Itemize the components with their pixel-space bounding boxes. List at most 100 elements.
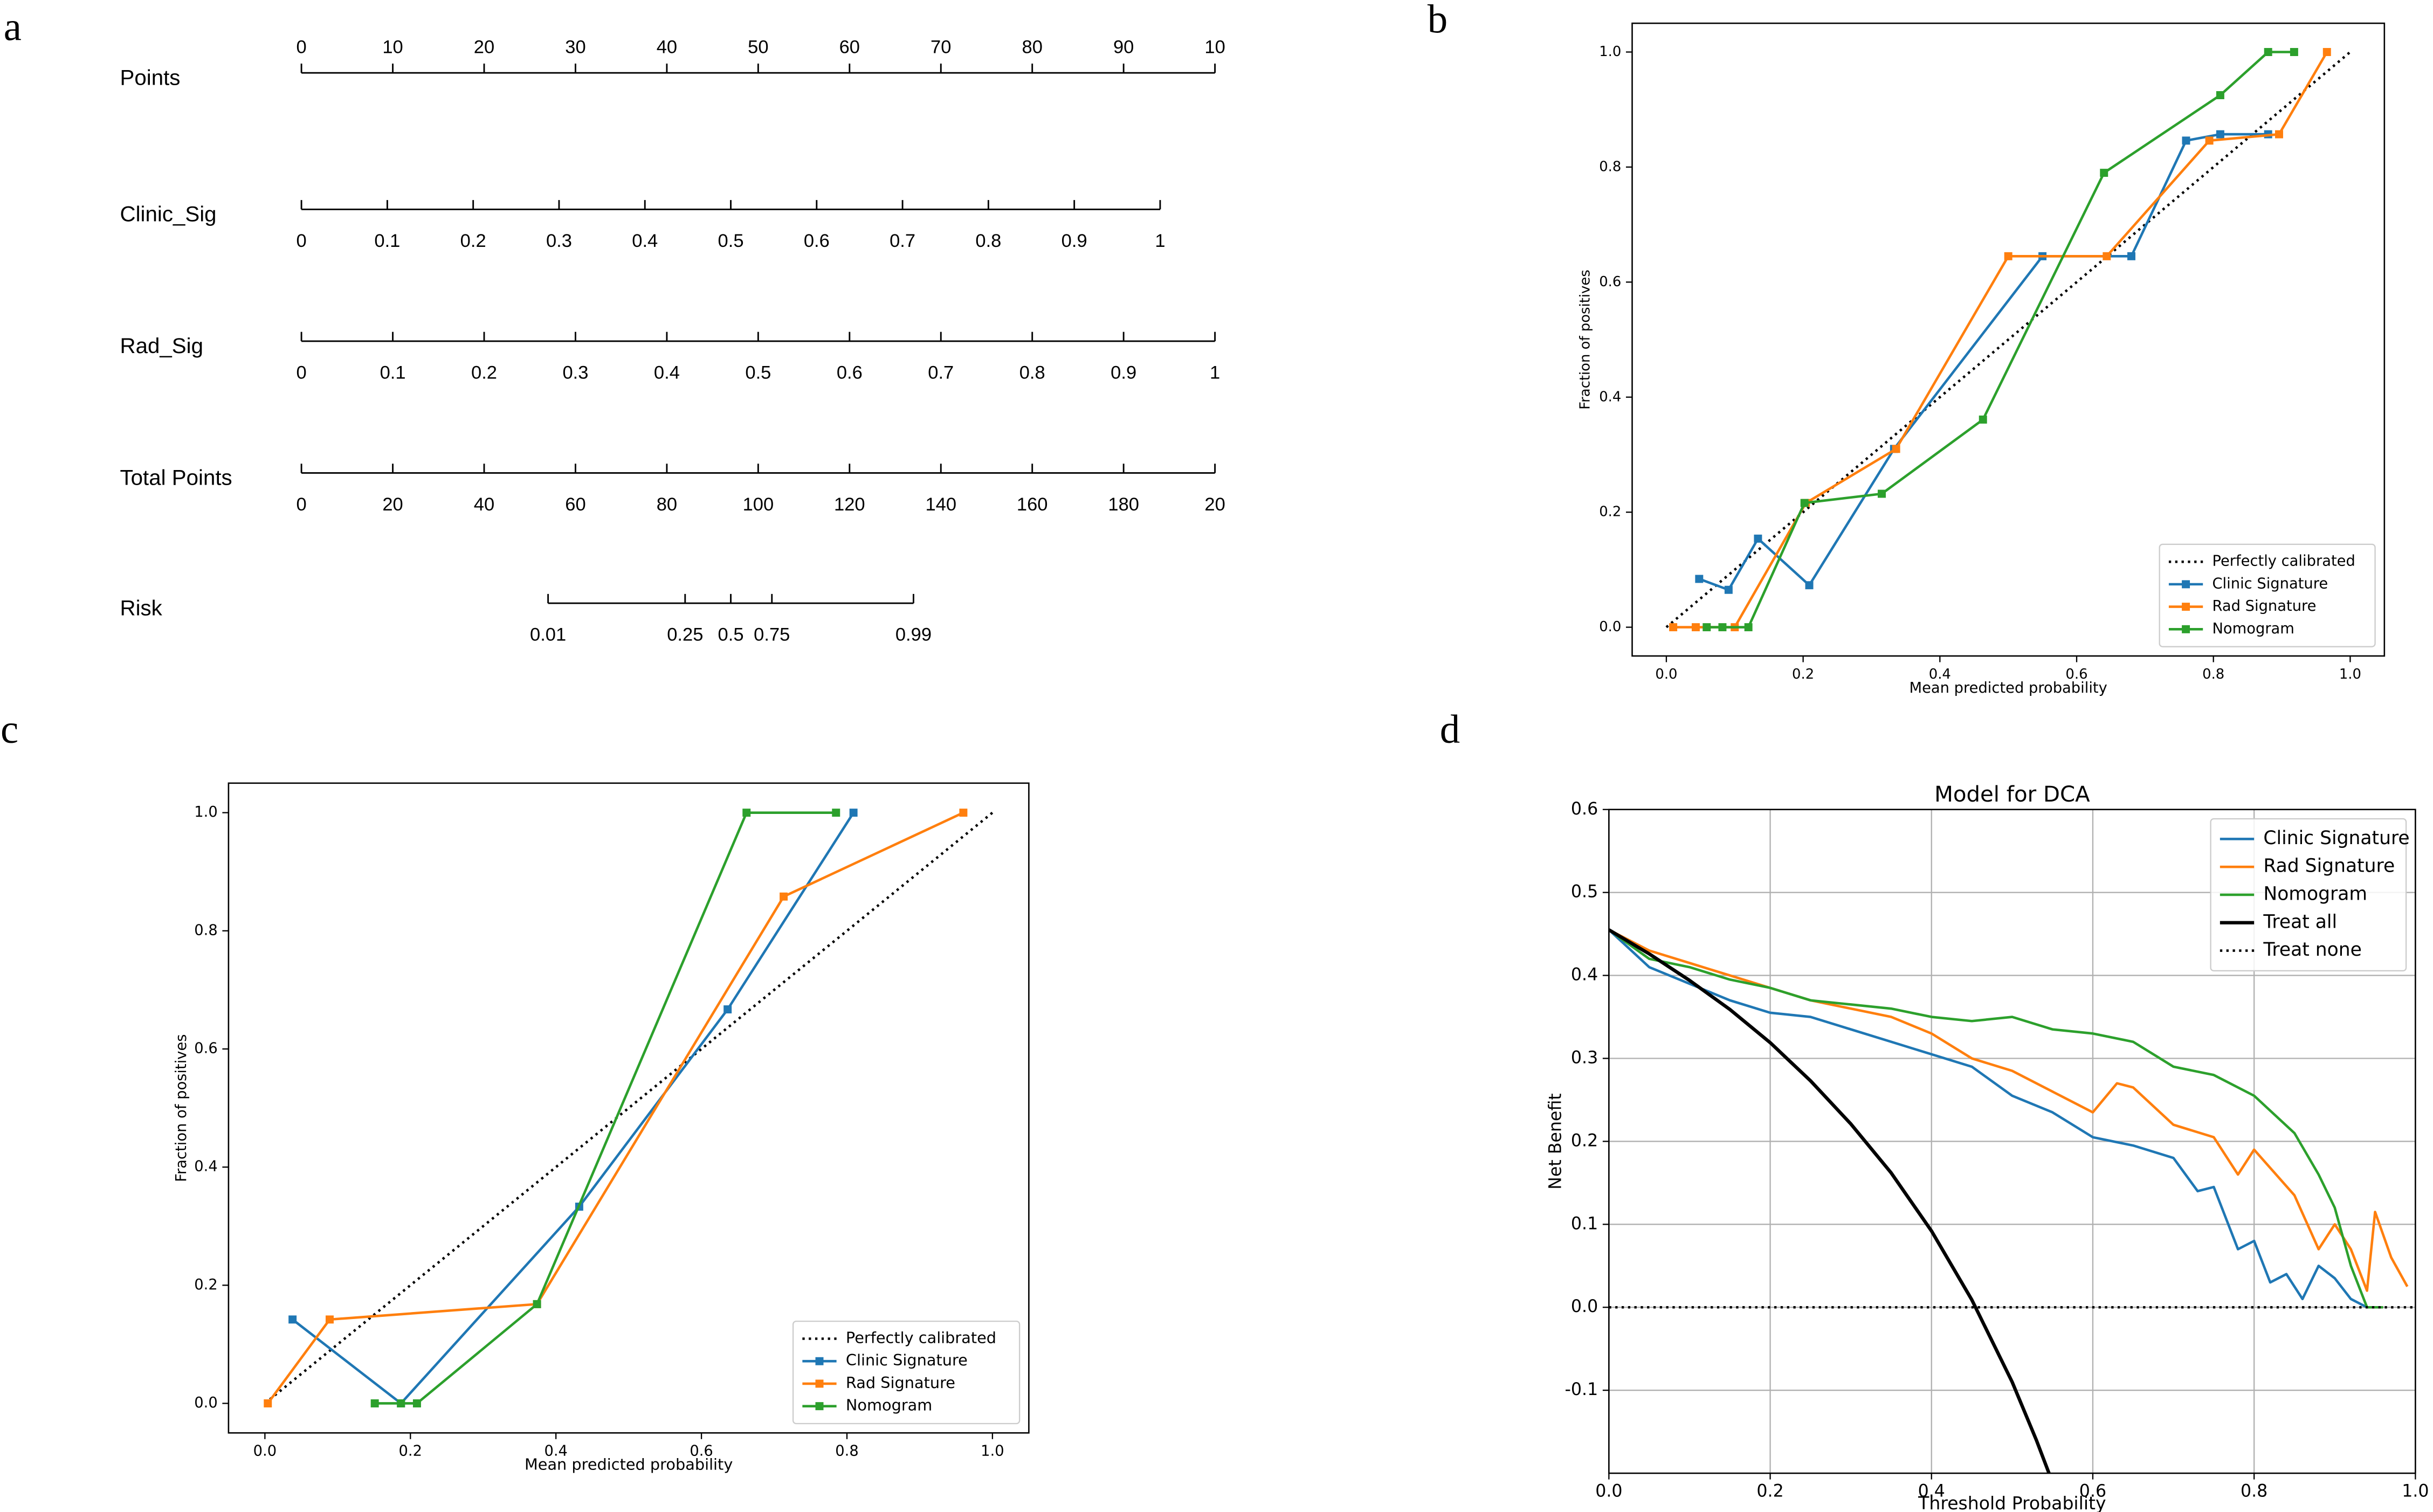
y-tick-label: 0.0 bbox=[1599, 619, 1621, 635]
tick-label: 140 bbox=[925, 494, 956, 515]
tick-label: 20 bbox=[474, 37, 494, 57]
tick-label: 0.1 bbox=[380, 362, 406, 383]
legend-marker bbox=[815, 1379, 824, 1388]
tick-label: 0 bbox=[297, 494, 307, 515]
marker bbox=[780, 892, 788, 901]
x-axis-label: Threshold Probability bbox=[1918, 1493, 2106, 1512]
marker bbox=[2216, 130, 2224, 139]
x-tick-label: 0.8 bbox=[2202, 666, 2224, 682]
y-tick-label: 0.0 bbox=[1571, 1297, 1598, 1316]
tick-label: 20 bbox=[382, 494, 403, 515]
marker bbox=[742, 809, 751, 817]
tick-label: 0.3 bbox=[562, 362, 588, 383]
tick-label: 0.75 bbox=[754, 625, 790, 645]
marker bbox=[326, 1315, 334, 1324]
marker bbox=[264, 1399, 272, 1407]
marker bbox=[1878, 489, 1886, 498]
marker bbox=[1979, 415, 1987, 424]
tick-label: 60 bbox=[565, 494, 585, 515]
tick-label: 0.6 bbox=[804, 231, 830, 251]
x-tick-label: 0.0 bbox=[1655, 666, 1677, 682]
x-tick-label: 1.0 bbox=[2402, 1482, 2429, 1501]
y-tick-label: 0.1 bbox=[1571, 1214, 1598, 1233]
marker bbox=[2127, 252, 2135, 260]
legend-label: Treat none bbox=[2263, 939, 2361, 961]
y-tick-label: 0.6 bbox=[194, 1040, 217, 1057]
legend-box bbox=[792, 1320, 1021, 1425]
legend: Clinic Signature Rad Signature Nomogram Tre… bbox=[2210, 818, 2410, 972]
legend-label: Nomogram bbox=[2212, 620, 2294, 637]
marker bbox=[1805, 581, 1814, 590]
tick-label: 0 bbox=[297, 362, 307, 383]
row-label: Rad_Sig bbox=[120, 334, 203, 358]
y-tick-label: 0.4 bbox=[194, 1158, 217, 1175]
panel-label: c bbox=[1, 707, 18, 752]
tick-label: 80 bbox=[1022, 37, 1043, 57]
tick-label: 20 bbox=[1204, 494, 1225, 515]
x-tick-label: 0.4 bbox=[1918, 1482, 1945, 1501]
marker bbox=[1703, 623, 1711, 632]
series-line bbox=[266, 811, 964, 1404]
y-tick-label: 0.6 bbox=[1599, 274, 1621, 290]
series-line bbox=[1609, 929, 2368, 1309]
tick-label: 0.25 bbox=[667, 625, 703, 645]
marker bbox=[370, 1399, 379, 1407]
x-tick-label: 0.2 bbox=[1792, 666, 1814, 682]
tick-label: 0.6 bbox=[837, 362, 863, 383]
marker bbox=[2322, 48, 2331, 56]
marker bbox=[2205, 136, 2214, 145]
marker bbox=[1692, 623, 1700, 632]
marker bbox=[288, 1315, 297, 1324]
tick-label: 180 bbox=[1108, 494, 1139, 515]
x-tick-label: 0.2 bbox=[399, 1442, 422, 1459]
marker bbox=[2290, 48, 2298, 56]
marker bbox=[849, 809, 858, 817]
tick-label: 0.5 bbox=[745, 362, 771, 383]
marker bbox=[1754, 534, 1762, 543]
chart-title: Model for DCA bbox=[1934, 782, 2090, 807]
x-tick-label: 0.6 bbox=[2065, 666, 2087, 682]
y-axis-label: Net Benefit bbox=[1546, 1093, 1566, 1190]
marker bbox=[1892, 445, 1900, 453]
tick-label: 0.7 bbox=[928, 362, 954, 383]
series-line bbox=[1673, 51, 2328, 629]
y-axis-label: Fraction of positives bbox=[1577, 270, 1594, 410]
x-tick-label: 0.0 bbox=[253, 1442, 277, 1459]
tick-label: 160 bbox=[1017, 494, 1048, 515]
legend-marker bbox=[2182, 625, 2190, 633]
tick-label: 80 bbox=[657, 494, 677, 515]
series-line bbox=[375, 811, 836, 1405]
tick-label: 0.9 bbox=[1062, 231, 1087, 251]
tick-label: 10 bbox=[382, 37, 403, 57]
legend-marker bbox=[2182, 580, 2190, 589]
marker bbox=[1800, 499, 1809, 507]
axes-frame bbox=[1608, 809, 2416, 1474]
tick-label: 0.2 bbox=[460, 231, 486, 251]
y-tick-label: 0.8 bbox=[194, 922, 217, 938]
legend-label: Rad Signature bbox=[846, 1373, 955, 1392]
marker bbox=[2216, 91, 2224, 100]
marker bbox=[2264, 48, 2272, 56]
y-tick-label: 0.2 bbox=[1599, 504, 1621, 520]
tick-label: 0.3 bbox=[546, 231, 572, 251]
legend-marker bbox=[2182, 603, 2190, 611]
y-tick-label: 1.0 bbox=[194, 804, 217, 820]
marker bbox=[1744, 623, 1753, 632]
legend-label: Nomogram bbox=[2263, 883, 2367, 905]
chart-panel: 0.0 0.2 0.4 0.6 0.8 1.0 -0.1 0.0 0.1 0.2 0.3 0.4 0.5… bbox=[1546, 782, 2429, 1512]
chart-panel: 0.0 0.2 0.4 0.6 0.8 1.0 0.0 0.2 0.4 0.6 0.8 1.0 Mean… bbox=[173, 782, 1030, 1474]
marker bbox=[1724, 585, 1733, 594]
marker bbox=[1718, 623, 1727, 632]
marker bbox=[832, 809, 840, 817]
x-tick-label: 0.0 bbox=[1595, 1482, 1622, 1501]
legend-label: Perfectly calibrated bbox=[846, 1329, 996, 1347]
tick-label: 0.5 bbox=[718, 625, 744, 645]
panel-label: a bbox=[4, 5, 22, 50]
row-label: Points bbox=[120, 65, 181, 89]
x-tick-label: 0.4 bbox=[544, 1442, 567, 1459]
tick-label: 0.1 bbox=[374, 231, 400, 251]
tick-label: 0.7 bbox=[890, 231, 915, 251]
tick-label: 50 bbox=[748, 37, 768, 57]
tick-label: 0.99 bbox=[895, 625, 932, 645]
marker bbox=[412, 1399, 421, 1407]
